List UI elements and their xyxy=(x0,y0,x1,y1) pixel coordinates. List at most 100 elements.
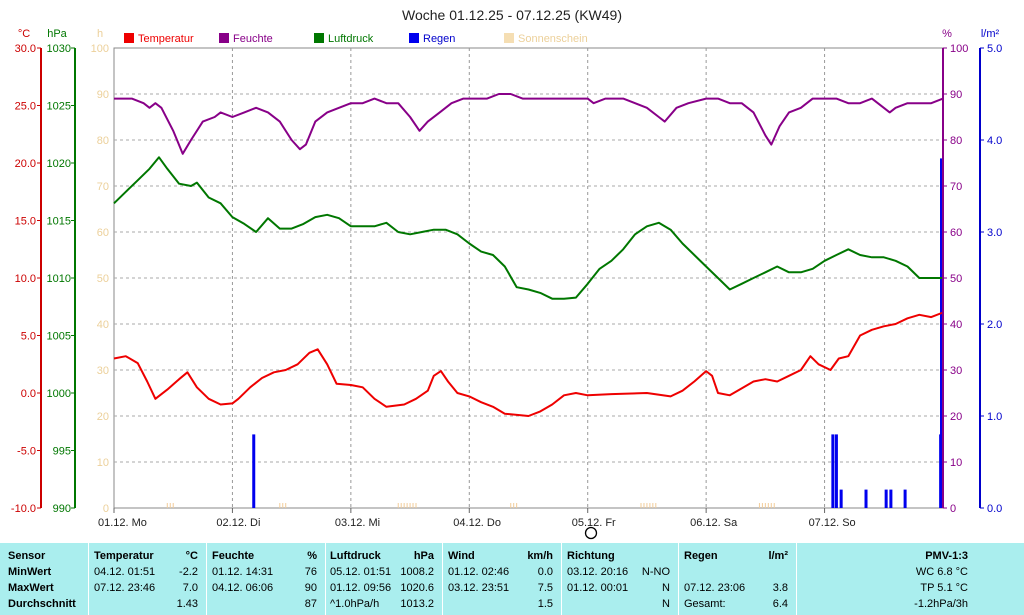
sunshine-marks xyxy=(166,503,775,508)
humidity-tick-label: 70 xyxy=(950,181,962,193)
richtung-min-time: 03.12. 20:16 xyxy=(567,566,629,578)
pressure-tick-label: 1005 xyxy=(47,331,71,343)
sun-tick-label: 40 xyxy=(97,319,109,331)
unit-sun: h xyxy=(97,28,103,40)
rain-tick-label: 3.0 xyxy=(987,227,1002,239)
legend-swatch-sonnenschein xyxy=(504,33,514,43)
sun-tick-label: 70 xyxy=(97,181,109,193)
humidity-tick-label: 50 xyxy=(950,273,962,285)
rain-bar xyxy=(889,489,893,508)
humidity-tick-label: 0 xyxy=(950,503,956,515)
legend-swatch-regen xyxy=(409,33,419,43)
legend-label-temperatur: Temperatur xyxy=(138,33,194,45)
feuchte-min-value: 76 xyxy=(304,566,317,578)
humidity-tick-label: 100 xyxy=(950,43,968,55)
feuchte-max-time: 04.12. 06:06 xyxy=(212,582,274,594)
stats-header-luftdruck-unit: hPa xyxy=(413,550,434,562)
wind-min-time: 01.12. 02:46 xyxy=(448,566,510,578)
stats-header-regen: Regen xyxy=(684,550,718,562)
temp-tick-label: 5.0 xyxy=(21,331,36,343)
pmv-pressure-trend: -1.2hPa/3h xyxy=(914,598,968,610)
sun-tick-label: 30 xyxy=(97,365,109,377)
legend-swatch-temperatur xyxy=(124,33,134,43)
sun-tick-label: 10 xyxy=(97,457,109,469)
legend-label-feuchte: Feuchte xyxy=(233,33,273,45)
temp-tick-label: -5.0 xyxy=(17,446,36,458)
pressure-tick-label: 1015 xyxy=(47,216,71,228)
feuchte-max-value: 90 xyxy=(304,582,317,594)
humidity-tick-label: 20 xyxy=(950,411,962,423)
temp-tick-label: 0.0 xyxy=(21,388,36,400)
stats-row-max-label: MaxWert xyxy=(8,582,54,594)
luftdruck-max-value: 1020.6 xyxy=(400,582,434,594)
temp-avg-value: 1.43 xyxy=(176,598,198,610)
richtung-avg-value: N xyxy=(662,598,670,610)
humidity-tick-label: 60 xyxy=(950,227,962,239)
stats-header-feuchte: Feuchte xyxy=(212,550,255,562)
statistics-panel: Sensor MinWert MaxWert Durchschnitt Temp… xyxy=(0,543,1024,615)
stats-header-sensor: Sensor xyxy=(8,550,46,562)
x-tick-label: 06.12. Sa xyxy=(690,517,738,529)
sun-tick-label: 50 xyxy=(97,273,109,285)
sun-tick-label: 0 xyxy=(103,503,109,515)
legend-label-regen: Regen xyxy=(423,33,455,45)
stats-header-pmv: PMV-1:3 xyxy=(925,550,968,562)
temp-max-time: 07.12. 23:46 xyxy=(94,582,156,594)
separator xyxy=(206,543,207,615)
rain-bars xyxy=(252,158,943,508)
humidity-tick-label: 80 xyxy=(950,135,962,147)
luftdruck-trend: ^1.0hPa/h xyxy=(330,598,380,610)
separator xyxy=(88,543,89,615)
legend-swatch-luftdruck xyxy=(314,33,324,43)
sun-tick-label: 100 xyxy=(91,43,109,55)
x-tick-label: 03.12. Mi xyxy=(335,517,380,529)
sun-tick-label: 60 xyxy=(97,227,109,239)
stats-header-richtung: Richtung xyxy=(567,550,615,562)
sun-tick-label: 80 xyxy=(97,135,109,147)
legend-label-luftdruck: Luftdruck xyxy=(328,33,374,45)
temp-tick-label: 30.0 xyxy=(15,43,36,55)
pmv-dewpoint: TP 5.1 °C xyxy=(920,582,968,594)
stats-header-luftdruck: Luftdruck xyxy=(330,550,381,562)
legend-label-sonnenschein: Sonnenschein xyxy=(518,33,588,45)
temp-min-time: 04.12. 01:51 xyxy=(94,566,156,578)
temp-tick-label: -10.0 xyxy=(11,503,36,515)
rain-bar xyxy=(903,489,907,508)
unit-pressure: hPa xyxy=(47,28,67,40)
pressure-tick-label: 1020 xyxy=(47,158,71,170)
stats-header-temp: Temperatur xyxy=(94,550,154,562)
stats-header-wind-unit: km/h xyxy=(527,550,553,562)
humidity-tick-label: 90 xyxy=(950,89,962,101)
wind-max-value: 7.5 xyxy=(537,582,553,594)
feuchte-avg-value: 87 xyxy=(304,598,317,610)
wind-avg-value: 1.5 xyxy=(537,598,553,610)
x-axis-labels: 01.12. Mo 02.12. Di 03.12. Mi 04.12. Do 05.1… xyxy=(98,508,856,529)
humidity-tick-label: 30 xyxy=(950,365,962,377)
rain-bar xyxy=(834,434,838,508)
regen-max-time: 07.12. 23:06 xyxy=(684,582,746,594)
pressure-tick-label: 1000 xyxy=(47,388,71,400)
temp-tick-label: 15.0 xyxy=(15,216,36,228)
rain-tick-label: 2.0 xyxy=(987,319,1002,331)
pressure-tick-label: 990 xyxy=(53,503,71,515)
axis-ticks: 30.025.020.015.010.05.00.0-5.0-10.010301… xyxy=(11,43,1002,515)
grid xyxy=(114,48,943,508)
x-tick-label: 07.12. So xyxy=(809,517,856,529)
x-tick-label: 02.12. Di xyxy=(216,517,260,529)
chart-title: Woche 01.12.25 - 07.12.25 (KW49) xyxy=(402,7,622,23)
new-moon-icon xyxy=(584,526,598,540)
temp-tick-label: 10.0 xyxy=(15,273,36,285)
stats-header-temp-unit: °C xyxy=(185,550,198,562)
rain-tick-label: 4.0 xyxy=(987,135,1002,147)
weather-chart: Woche 01.12.25 - 07.12.25 (KW49) °C hPa … xyxy=(11,7,1002,540)
humidity-tick-label: 10 xyxy=(950,457,962,469)
rain-bar xyxy=(884,489,888,508)
stats-row-avg-label: Durchschnitt xyxy=(8,598,76,610)
x-tick-label: 04.12. Do xyxy=(453,517,501,529)
pressure-tick-label: 1010 xyxy=(47,273,71,285)
pressure-tick-label: 1025 xyxy=(47,101,71,113)
richtung-max-time: 01.12. 00:01 xyxy=(567,582,629,594)
rain-bar xyxy=(940,158,943,508)
stats-header-feuchte-unit: % xyxy=(307,550,317,562)
legend-swatch-feuchte xyxy=(219,33,229,43)
